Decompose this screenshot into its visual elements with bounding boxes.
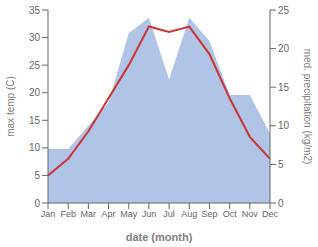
svg-text:Jul: Jul bbox=[163, 209, 175, 219]
svg-text:Jan: Jan bbox=[41, 209, 56, 219]
svg-text:Aug: Aug bbox=[181, 209, 197, 219]
svg-text:med. precipitation (kg/m2): med. precipitation (kg/m2) bbox=[302, 49, 310, 165]
svg-text:Nov: Nov bbox=[242, 209, 259, 219]
svg-text:date (month): date (month) bbox=[126, 231, 193, 243]
svg-text:20: 20 bbox=[278, 43, 290, 54]
svg-text:Mar: Mar bbox=[81, 209, 97, 219]
svg-text:10: 10 bbox=[278, 120, 290, 131]
svg-text:Feb: Feb bbox=[60, 209, 76, 219]
svg-text:20: 20 bbox=[29, 87, 41, 98]
svg-text:Apr: Apr bbox=[102, 209, 116, 219]
svg-text:25: 25 bbox=[278, 5, 290, 16]
svg-text:0: 0 bbox=[278, 198, 284, 209]
svg-text:5: 5 bbox=[278, 159, 284, 170]
svg-text:10: 10 bbox=[29, 142, 41, 153]
svg-text:May: May bbox=[120, 209, 138, 219]
svg-text:35: 35 bbox=[29, 5, 41, 16]
svg-text:25: 25 bbox=[29, 60, 41, 71]
svg-text:5: 5 bbox=[34, 170, 40, 181]
svg-text:15: 15 bbox=[29, 115, 41, 126]
svg-text:Oct: Oct bbox=[223, 209, 238, 219]
svg-text:Jun: Jun bbox=[142, 209, 157, 219]
svg-text:30: 30 bbox=[29, 32, 41, 43]
svg-text:Sep: Sep bbox=[201, 209, 217, 219]
svg-text:Dec: Dec bbox=[262, 209, 279, 219]
svg-text:0: 0 bbox=[34, 198, 40, 209]
svg-text:15: 15 bbox=[278, 82, 290, 93]
svg-text:max temp (C): max temp (C) bbox=[8, 76, 16, 137]
